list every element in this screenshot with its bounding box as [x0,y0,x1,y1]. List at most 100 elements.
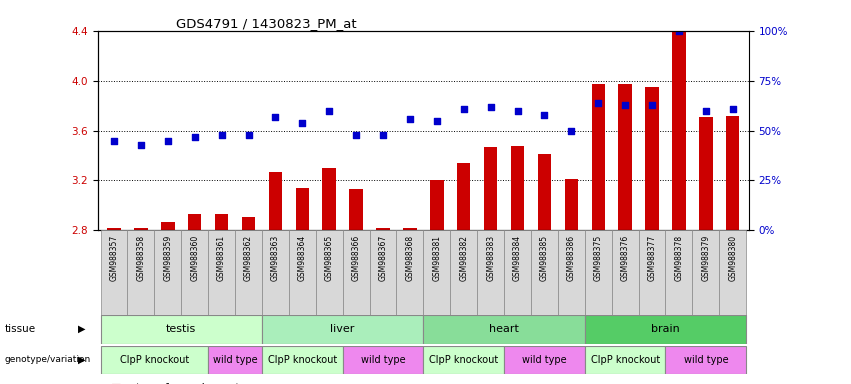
Bar [424,230,450,317]
Bar [262,315,423,344]
Text: GSM988359: GSM988359 [163,235,172,281]
Bar [100,346,208,374]
Point [672,28,686,34]
Point [269,114,283,120]
Text: GSM988360: GSM988360 [191,235,199,281]
Text: GSM988382: GSM988382 [460,235,468,281]
Bar [591,84,605,230]
Text: GSM988384: GSM988384 [513,235,522,281]
Text: GDS4791 / 1430823_PM_at: GDS4791 / 1430823_PM_at [176,17,357,30]
Point [591,99,605,106]
Text: GSM988383: GSM988383 [486,235,495,281]
Text: GSM988386: GSM988386 [567,235,576,281]
Bar [107,228,121,230]
Bar [558,230,585,317]
Text: GSM988376: GSM988376 [620,235,630,281]
Bar [242,217,255,230]
Point [457,106,471,112]
Point [699,108,712,114]
Text: brain: brain [651,324,680,334]
Text: GSM988367: GSM988367 [379,235,387,281]
Bar [531,230,558,317]
Bar [430,180,443,230]
Bar [316,230,343,317]
Point [619,101,632,108]
Bar [693,230,719,317]
Bar [100,230,128,317]
Bar [128,230,154,317]
Bar [424,346,504,374]
Bar [424,315,585,344]
Point [645,101,659,108]
Text: GSM988378: GSM988378 [675,235,683,281]
Text: GSM988363: GSM988363 [271,235,280,281]
Bar [665,346,746,374]
Bar [161,222,174,230]
Text: GSM988361: GSM988361 [217,235,226,281]
Bar [719,230,746,317]
Text: ClpP knockout: ClpP knockout [591,355,660,365]
Text: genotype/variation: genotype/variation [4,355,90,364]
Bar [700,117,712,230]
Bar [262,346,343,374]
Text: ClpP knockout: ClpP knockout [120,355,189,365]
Bar [262,230,288,317]
Text: wild type: wild type [213,355,257,365]
Bar [484,147,497,230]
Text: wild type: wild type [523,355,567,365]
Bar [585,230,612,317]
Text: GSM988366: GSM988366 [351,235,361,281]
Text: transformed count: transformed count [136,383,240,384]
Text: testis: testis [166,324,197,334]
Bar [215,214,228,230]
Text: tissue: tissue [4,324,36,334]
Bar [376,228,390,230]
Text: GSM988362: GSM988362 [244,235,253,281]
Bar [585,346,665,374]
Text: GSM988381: GSM988381 [432,235,442,281]
Bar [665,230,693,317]
Text: GSM988379: GSM988379 [701,235,711,281]
Bar [457,163,471,230]
Bar [612,230,638,317]
Bar [477,230,504,317]
Bar [511,146,524,230]
Text: GSM988358: GSM988358 [136,235,146,281]
Bar [645,87,659,230]
Text: GSM988365: GSM988365 [325,235,334,281]
Bar [295,188,309,230]
Text: GSM988375: GSM988375 [594,235,603,281]
Bar [638,230,665,317]
Point [376,131,390,137]
Point [242,131,255,137]
Bar [154,230,181,317]
Point [323,108,336,114]
Bar [323,168,336,230]
Bar [450,230,477,317]
Bar [369,230,397,317]
Bar [672,31,686,230]
Bar [504,230,531,317]
Point [484,104,498,110]
Text: wild type: wild type [683,355,728,365]
Text: wild type: wild type [361,355,405,365]
Point [188,134,202,140]
Bar [288,230,316,317]
Text: GSM988368: GSM988368 [405,235,414,281]
Point [726,106,740,112]
Text: liver: liver [330,324,355,334]
Point [564,127,578,134]
Text: heart: heart [489,324,519,334]
Bar [564,179,578,230]
Bar [134,228,147,230]
Point [538,111,551,118]
Bar [350,189,363,230]
Bar [343,346,423,374]
Bar [208,346,262,374]
Point [430,118,443,124]
Bar [403,228,417,230]
Text: ▶: ▶ [78,324,86,334]
Point [349,131,363,137]
Bar [100,315,262,344]
Point [134,141,148,147]
